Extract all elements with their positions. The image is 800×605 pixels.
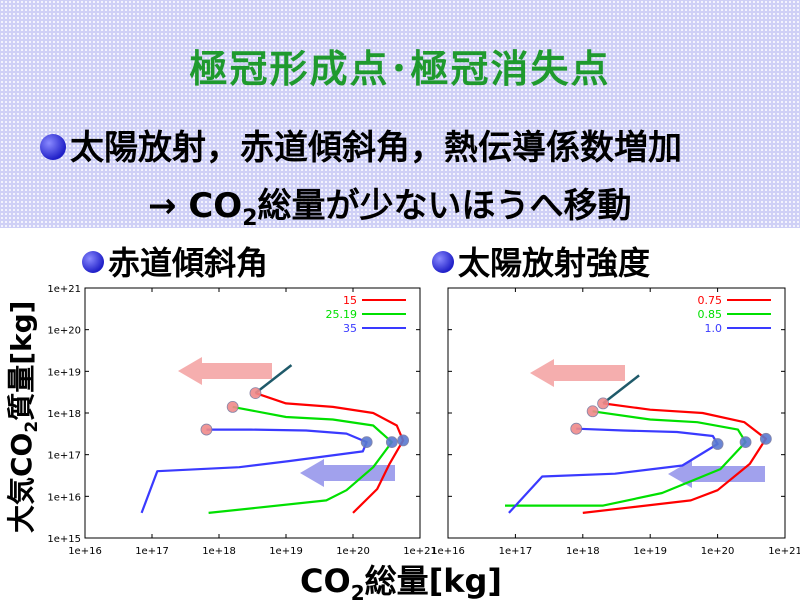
panel-label-left: 赤道傾斜角	[82, 238, 268, 284]
marker-formation-1-1	[586, 405, 599, 418]
arrow-suffix: 総量が少ないほうへ移動	[257, 186, 632, 226]
legend-label-1-0: 0.75	[698, 294, 723, 307]
bullet-arrow-line: → CO2総量が少ないほうへ移動	[148, 178, 788, 231]
legend-label-0-1: 25.19	[326, 308, 358, 321]
marker-disappearance-1-3	[759, 432, 772, 445]
marker-disappearance-1-5	[711, 438, 724, 450]
panel-title-right: 太陽放射強度	[458, 244, 651, 282]
marker-formation-0-0	[249, 387, 262, 400]
extension-line-1	[602, 374, 640, 405]
y-tick-label-0-0: 1e+15	[47, 534, 81, 545]
y-tick-label-0-3: 1e+18	[47, 409, 81, 420]
slide-title: 極冠形成点･極冠消失点	[189, 47, 611, 91]
legend-label-0-2: 35	[343, 322, 357, 335]
marker-formation-1-0	[597, 397, 609, 410]
legend-label-0-0: 15	[343, 294, 357, 307]
xlabel-subscript: 2	[350, 581, 365, 605]
legend-label-1-2: 1.0	[705, 322, 723, 335]
series-line-0-0	[255, 392, 405, 514]
x-tick-label-0-0: 1e+16	[68, 546, 102, 557]
header-banner: 極冠形成点･極冠消失点 太陽放射，赤道傾斜角，熱伝導係数増加 → CO2総量が少…	[0, 0, 800, 231]
bullet-dot-icon	[82, 251, 104, 273]
x-tick-label-1-5: 1e+21	[768, 546, 800, 557]
x-tick-label-1-1: 1e+17	[499, 546, 533, 557]
x-tick-label-0-2: 1e+18	[202, 546, 236, 557]
panel-label-right: 太陽放射強度	[432, 238, 650, 284]
y-tick-label-0-2: 1e+17	[47, 451, 81, 462]
arrow-prefix: → CO	[148, 186, 243, 226]
x-tick-label-0-4: 1e+20	[336, 546, 370, 557]
x-tick-label-1-2: 1e+18	[566, 546, 600, 557]
bullet-dot-icon	[432, 251, 454, 273]
x-tick-label-0-1: 1e+17	[135, 546, 169, 557]
marker-disappearance-0-5	[360, 436, 373, 449]
y-tick-label-0-1: 1e+16	[47, 492, 81, 503]
bullet-dot-icon	[40, 133, 66, 160]
xlabel-suffix: 総量[kg]	[364, 562, 503, 600]
arrow-subscript: 2	[242, 206, 258, 231]
y-tick-label-0-4: 1e+19	[47, 367, 81, 378]
direction-arrow-pink-0	[178, 357, 272, 385]
x-tick-label-1-0: 1e+16	[431, 546, 465, 557]
x-axis-label: CO2総量[kg]	[300, 556, 503, 605]
xlabel-prefix: CO	[300, 562, 351, 600]
bullet-main: 太陽放射，赤道傾斜角，熱伝導係数増加	[40, 120, 790, 169]
legend-label-1-1: 0.85	[698, 308, 723, 321]
plot-frame-0	[84, 287, 421, 539]
y-tick-label-0-6: 1e+21	[47, 284, 81, 295]
bullet-text: 太陽放射，赤道傾斜角，熱伝導係数増加	[70, 128, 682, 168]
x-tick-label-1-4: 1e+20	[701, 546, 735, 557]
direction-arrow-pink-1	[530, 359, 625, 387]
y-tick-label-0-5: 1e+20	[47, 326, 81, 337]
plot-frame-1	[447, 287, 786, 539]
marker-disappearance-0-4	[385, 436, 398, 449]
marker-disappearance-1-4	[739, 436, 752, 449]
extension-line-0	[254, 364, 293, 395]
marker-formation-0-1	[226, 401, 239, 413]
marker-disappearance-0-3	[397, 434, 410, 447]
x-tick-label-0-5: 1e+21	[403, 546, 437, 557]
panel-title-left: 赤道傾斜角	[108, 244, 269, 282]
direction-arrow-blue-0	[300, 459, 395, 487]
marker-formation-0-2	[200, 423, 213, 436]
marker-formation-1-2	[570, 422, 583, 435]
x-tick-label-1-3: 1e+19	[633, 546, 667, 557]
x-tick-label-0-3: 1e+19	[269, 546, 303, 557]
